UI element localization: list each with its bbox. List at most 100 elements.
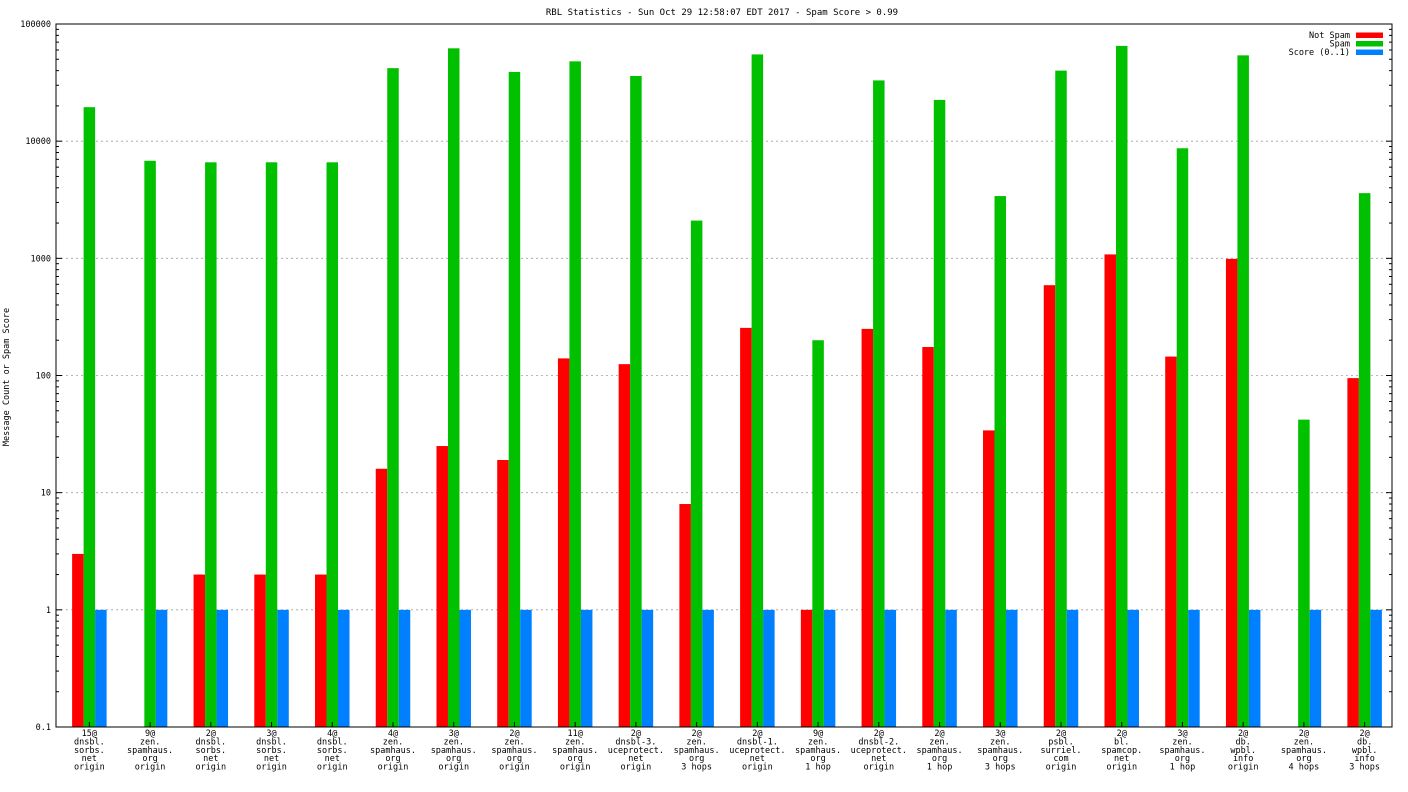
bar-layer bbox=[72, 45, 1382, 728]
x-tick-label: 3@ zen. spamhaus. org origin bbox=[431, 729, 477, 773]
x-tick-label-line: dnsbl. bbox=[317, 737, 348, 747]
bar-score-0-1 bbox=[823, 609, 836, 727]
x-tick-label-line: 2@ bbox=[509, 729, 519, 739]
legend-swatch bbox=[1356, 32, 1383, 38]
x-tick-label-line: 11@ bbox=[568, 729, 583, 739]
x-tick-label-line: org bbox=[568, 754, 583, 764]
x-tick-label-line: 2@ bbox=[1299, 729, 1309, 739]
x-tick-label-line: org bbox=[446, 754, 461, 764]
bar-not-spam bbox=[497, 460, 509, 727]
x-tick-label-line: origin bbox=[74, 763, 105, 773]
y-tick-label: 1000 bbox=[31, 254, 51, 264]
bar-not-spam bbox=[1225, 258, 1238, 727]
y-tick-label: 10 bbox=[41, 489, 51, 499]
x-tick-label-line: spamhaus. bbox=[1159, 746, 1205, 756]
x-tick-label-line: origin bbox=[317, 763, 348, 773]
x-tick-label-line: spamhaus. bbox=[552, 746, 598, 756]
x-tick-label-line: net bbox=[750, 754, 765, 764]
x-tick-label-line: sorbs. bbox=[195, 746, 226, 756]
x-tick-label-line: info bbox=[1354, 754, 1374, 764]
x-tick-label-line: zen. bbox=[929, 737, 949, 747]
bar-not-spam bbox=[861, 328, 874, 727]
bar-not-spam bbox=[375, 468, 388, 727]
x-tick-label-line: zen. bbox=[686, 737, 706, 747]
x-tick-label-line: 9@ bbox=[145, 729, 155, 739]
x-tick-label-line: 2@ bbox=[692, 729, 702, 739]
bar-not-spam bbox=[679, 504, 691, 727]
x-tick-label-line: origin bbox=[135, 763, 166, 773]
bar-spam bbox=[387, 68, 399, 727]
x-tick-label-line: spamhaus. bbox=[977, 746, 1023, 756]
bar-spam bbox=[1115, 45, 1128, 728]
bar-spam bbox=[1055, 70, 1067, 727]
legend-swatch bbox=[1356, 41, 1383, 47]
legend-label: Not Spam bbox=[1309, 31, 1350, 41]
x-tick-label-line: 9@ bbox=[813, 729, 823, 739]
bar-score-0-1 bbox=[1370, 609, 1382, 727]
x-tick-label-line: origin bbox=[499, 763, 530, 773]
bar-not-spam bbox=[740, 327, 752, 727]
x-tick-label-line: org bbox=[993, 754, 1008, 764]
x-tick-label-line: zen. bbox=[1294, 737, 1314, 747]
x-tick-label-line: uceprotect. bbox=[608, 746, 664, 756]
bar-score-0-1 bbox=[459, 609, 471, 727]
x-tick-label-line: 3 hops bbox=[1349, 763, 1380, 773]
x-tick-label-line: net bbox=[325, 754, 340, 764]
bar-score-0-1 bbox=[1066, 609, 1079, 727]
x-tick-label-line: uceprotect. bbox=[729, 746, 785, 756]
bar-not-spam bbox=[254, 574, 266, 727]
x-tick-label: 2@ db. wpbl. info origin bbox=[1228, 729, 1259, 773]
x-tick-label-line: 4@ bbox=[388, 729, 398, 739]
x-tick-label-line: 2@ bbox=[874, 729, 884, 739]
bar-not-spam bbox=[1165, 356, 1177, 727]
x-tick-label-line: net bbox=[264, 754, 279, 764]
bar-not-spam bbox=[72, 553, 84, 727]
bar-score-0-1 bbox=[763, 609, 775, 727]
y-tick-label: 10000 bbox=[25, 137, 51, 147]
bar-score-0-1 bbox=[1188, 609, 1200, 727]
bar-score-0-1 bbox=[216, 609, 229, 727]
bar-spam bbox=[1358, 193, 1371, 728]
bar-not-spam bbox=[193, 574, 206, 727]
x-tick-label-line: 15@ bbox=[82, 729, 97, 739]
x-tick-label-line: 4@ bbox=[327, 729, 337, 739]
x-tick-label-line: 1 hop bbox=[1170, 763, 1196, 773]
x-tick-label-line: spamhaus. bbox=[1281, 746, 1327, 756]
x-tick-label: 2@ dnsbl. sorbs. net origin bbox=[195, 729, 226, 773]
x-tick-label-line: org bbox=[385, 754, 400, 764]
x-tick-label-line: db. bbox=[1236, 737, 1251, 747]
bar-spam bbox=[690, 220, 703, 728]
x-tick-label: 2@ dnsbl-3. uceprotect. net origin bbox=[608, 729, 664, 773]
x-tick-label-line: zen. bbox=[383, 737, 403, 747]
x-tick-label-line: zen. bbox=[504, 737, 524, 747]
x-tick-label-line: org bbox=[507, 754, 522, 764]
x-tick-label-line: org bbox=[810, 754, 825, 764]
bar-not-spam bbox=[618, 364, 631, 727]
x-tick-label-line: surriel. bbox=[1041, 746, 1082, 756]
x-tick-label-line: spamhaus. bbox=[674, 746, 720, 756]
x-tick-label-line: origin bbox=[621, 763, 652, 773]
x-tick-label-line: origin bbox=[1228, 763, 1259, 773]
x-tick-label-line: 2@ bbox=[1360, 729, 1370, 739]
x-tick-label: 4@ zen. spamhaus. org origin bbox=[370, 729, 416, 773]
x-tick-label-line: origin bbox=[438, 763, 469, 773]
x-tick-label-line: 2@ bbox=[752, 729, 762, 739]
bar-score-0-1 bbox=[155, 609, 168, 727]
x-tick-label-line: origin bbox=[256, 763, 287, 773]
bar-not-spam bbox=[800, 609, 813, 727]
x-tick-label-line: zen. bbox=[808, 737, 828, 747]
x-tick-label-line: 2@ bbox=[1117, 729, 1127, 739]
x-tick-label: 11@ zen. spamhaus. org origin bbox=[552, 729, 598, 773]
x-tick-label-line: org bbox=[142, 754, 157, 764]
x-tick-label-line: dnsbl. bbox=[256, 737, 287, 747]
chart-title: RBL Statistics - Sun Oct 29 12:58:07 EDT… bbox=[546, 8, 898, 18]
x-tick-label-line: zen. bbox=[1172, 737, 1192, 747]
bar-spam bbox=[326, 162, 339, 727]
bar-spam bbox=[1176, 148, 1189, 727]
y-tick-label: 100000 bbox=[20, 20, 51, 30]
x-tick-label-line: dnsbl. bbox=[74, 737, 105, 747]
legend-label: Score (0..1) bbox=[1289, 48, 1350, 58]
x-tick-label-line: org bbox=[1175, 754, 1190, 764]
bar-not-spam bbox=[315, 574, 327, 727]
